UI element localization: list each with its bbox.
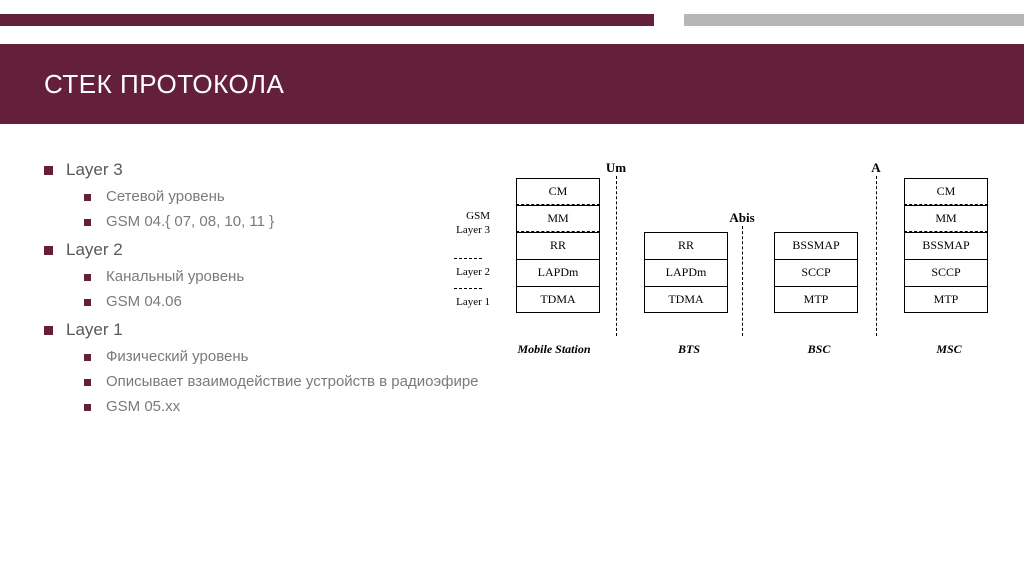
bullet-label: Layer 3 xyxy=(66,160,123,179)
top-accent-bar xyxy=(0,14,1024,26)
bullet-label: Layer 1 xyxy=(66,320,123,339)
layer-row-label: Layer 3 xyxy=(444,224,490,236)
protocol-cell: BSSMAP xyxy=(774,232,858,259)
node-label: MSC xyxy=(899,342,999,357)
protocol-cell: TDMA xyxy=(516,286,600,313)
layer-row-dash xyxy=(454,288,482,289)
bullet-label: Layer 2 xyxy=(66,240,123,259)
top-accent-right xyxy=(684,14,1024,26)
protocol-cell: CM xyxy=(516,178,600,205)
interface-label: Um xyxy=(601,160,631,176)
top-accent-left xyxy=(0,14,654,26)
protocol-cell: RR xyxy=(644,232,728,259)
protocol-cell: MM xyxy=(516,205,600,232)
protocol-cell: BSSMAP xyxy=(904,232,988,259)
layer-row-label: Layer 1 xyxy=(444,296,490,308)
layer-row-label: GSM xyxy=(444,210,490,222)
slide-body: Layer 3Сетевой уровеньGSM 04.{ 07, 08, 1… xyxy=(44,160,1004,554)
protocol-stack: CMMMRRLAPDmTDMA xyxy=(516,178,600,313)
protocol-stack: RRLAPDmTDMA xyxy=(644,232,728,313)
protocol-stack-diagram: UmAbisAGSMLayer 3Layer 2Layer 1CMMMRRLAP… xyxy=(444,160,1004,380)
node-label: BSC xyxy=(769,342,869,357)
protocol-cell: CM xyxy=(904,178,988,205)
interface-label: A xyxy=(861,160,891,176)
protocol-cell: MM xyxy=(904,205,988,232)
protocol-cell: MTP xyxy=(774,286,858,313)
slide-title-band: СТЕК ПРОТОКОЛА xyxy=(0,44,1024,124)
bullet-subitem: GSM 05.xx xyxy=(84,398,1004,415)
slide-title: СТЕК ПРОТОКОЛА xyxy=(44,69,284,100)
interface-label: Abis xyxy=(727,210,757,226)
layer-row-label: Layer 2 xyxy=(444,266,490,278)
protocol-cell: SCCP xyxy=(774,259,858,286)
layer-row-dash xyxy=(454,258,482,259)
interface-line xyxy=(616,176,617,336)
node-label: BTS xyxy=(639,342,739,357)
node-label: Mobile Station xyxy=(504,342,604,357)
protocol-stack: CMMMBSSMAPSCCPMTP xyxy=(904,178,988,313)
protocol-cell: SCCP xyxy=(904,259,988,286)
interface-line xyxy=(876,176,877,336)
protocol-cell: LAPDm xyxy=(516,259,600,286)
protocol-cell: MTP xyxy=(904,286,988,313)
protocol-stack: BSSMAPSCCPMTP xyxy=(774,232,858,313)
protocol-cell: RR xyxy=(516,232,600,259)
protocol-cell: TDMA xyxy=(644,286,728,313)
interface-line xyxy=(742,226,743,336)
protocol-cell: LAPDm xyxy=(644,259,728,286)
